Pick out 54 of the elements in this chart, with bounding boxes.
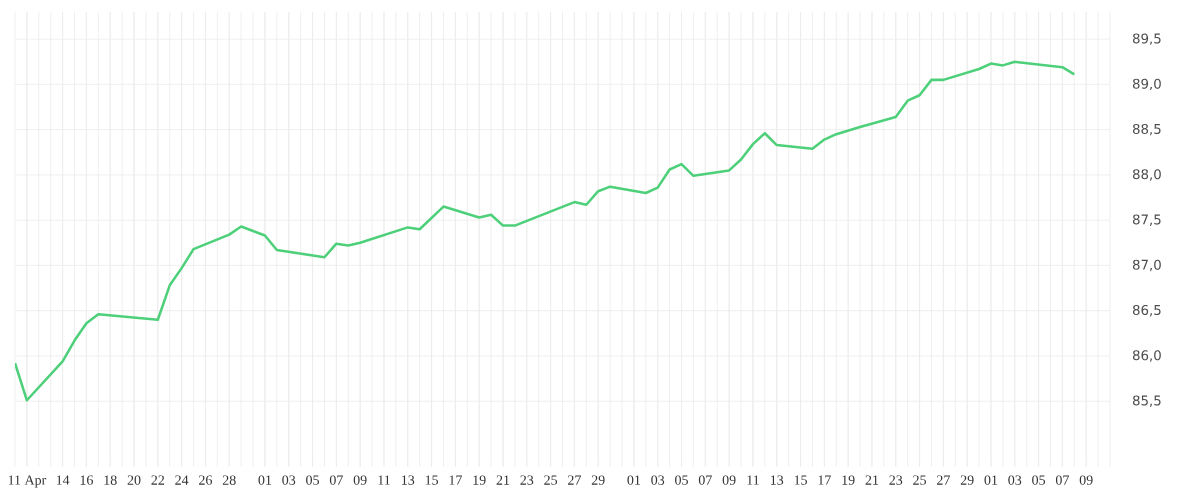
- line-series: [15, 60, 1076, 402]
- x-tick-label: 15: [794, 475, 807, 485]
- x-tick-label: 17: [449, 475, 462, 485]
- x-tick-label: 23: [520, 475, 534, 485]
- x-tick-label: 07: [329, 475, 343, 485]
- x-tick-label: 01: [984, 475, 998, 485]
- x-tick-label: 16: [80, 475, 93, 485]
- x-tick-label: 23: [889, 475, 903, 485]
- x-tick-label: 13: [402, 475, 415, 485]
- x-tick-label: 19: [842, 475, 855, 485]
- x-tick-label: 09: [1079, 475, 1093, 485]
- x-tick-label: 27: [568, 475, 581, 485]
- y-tick-label: 86,5: [1132, 304, 1161, 317]
- x-tick-label: 21: [496, 475, 510, 485]
- x-tick-label: 24: [175, 475, 189, 485]
- y-tick-label: 87,0: [1132, 259, 1161, 272]
- x-tick-label: 17: [818, 475, 831, 485]
- x-tick-label: 29: [591, 475, 605, 485]
- x-tick-label: 11: [747, 475, 759, 485]
- x-tick-label: 26: [199, 475, 213, 485]
- x-tick-label: 25: [913, 475, 927, 485]
- x-tick-label: 14: [56, 475, 70, 485]
- x-tick-label: 25: [544, 475, 558, 485]
- x-tick-label: 03: [1008, 475, 1022, 485]
- y-tick-label: 86,0: [1132, 350, 1161, 362]
- x-tick-label: 05: [675, 475, 688, 485]
- y-tick-label: 88,5: [1132, 123, 1161, 136]
- x-tick-label: 05: [1032, 475, 1046, 485]
- x-tick-label: 11 Apr: [8, 475, 47, 488]
- x-tick-label: 29: [960, 475, 974, 485]
- x-tick-label: 01: [258, 475, 272, 485]
- x-tick-label: 07: [1055, 475, 1069, 485]
- x-tick-label: 03: [651, 475, 665, 485]
- x-tick-label: 19: [473, 475, 486, 485]
- x-tick-label: 11: [378, 475, 390, 485]
- x-tick-label: 01: [627, 475, 641, 485]
- x-tick-label: 07: [698, 475, 712, 485]
- y-tick-label: 89,5: [1132, 33, 1161, 45]
- y-tick-label: 89,0: [1132, 78, 1161, 91]
- x-tick-label: 27: [936, 475, 950, 485]
- x-tick-label: 03: [282, 475, 296, 485]
- y-tick-label: 85,5: [1132, 395, 1161, 407]
- x-tick-label: 20: [127, 475, 141, 485]
- x-tick-label: 09: [722, 475, 736, 485]
- y-tick-label: 88,0: [1132, 169, 1161, 181]
- x-tick-label: 21: [865, 475, 879, 485]
- x-tick-label: 18: [104, 475, 117, 485]
- x-tick-label: 09: [353, 475, 367, 485]
- x-tick-label: 28: [222, 475, 236, 485]
- x-tick-label: 22: [151, 475, 165, 485]
- x-tick-label: 05: [306, 475, 319, 485]
- x-tick-label: 13: [770, 475, 784, 485]
- y-tick-label: 87,5: [1132, 214, 1161, 226]
- x-tick-label: 15: [425, 475, 439, 485]
